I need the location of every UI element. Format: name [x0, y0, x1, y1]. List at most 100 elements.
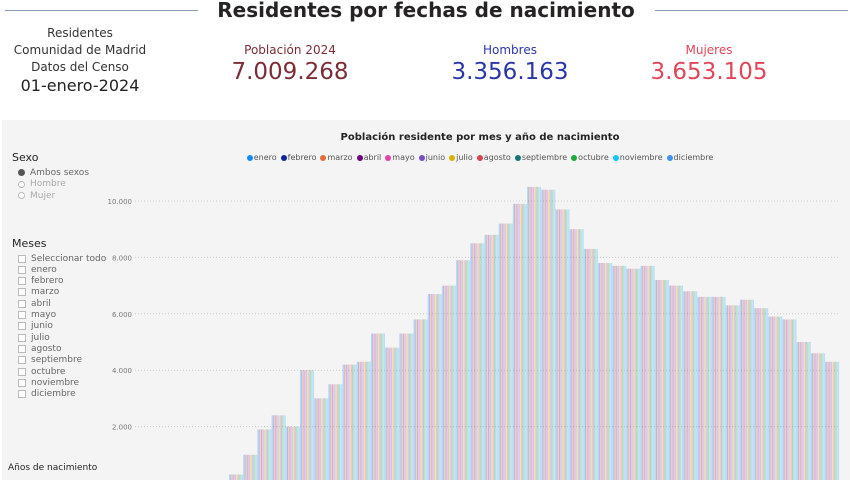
bar-diciembre[interactable] — [327, 398, 329, 480]
bar-junio[interactable] — [774, 316, 776, 480]
bar-abril[interactable] — [615, 265, 617, 480]
bar-marzo[interactable] — [543, 189, 545, 480]
bar-agosto[interactable] — [450, 285, 452, 480]
bar-marzo[interactable] — [401, 333, 403, 480]
bar-marzo[interactable] — [756, 308, 758, 480]
bar-julio[interactable] — [832, 361, 834, 480]
bar-abril[interactable] — [346, 364, 348, 480]
bar-enero[interactable] — [328, 384, 330, 480]
bar-marzo[interactable] — [671, 285, 673, 480]
bar-marzo[interactable] — [359, 361, 361, 480]
bar-agosto[interactable] — [379, 333, 381, 480]
bar-marzo[interactable] — [444, 285, 446, 480]
bar-septiembre[interactable] — [692, 291, 694, 480]
radio-icon[interactable] — [18, 169, 25, 176]
bar-junio[interactable] — [689, 291, 691, 480]
month-option[interactable]: diciembre — [18, 389, 76, 400]
bar-noviembre[interactable] — [694, 291, 697, 480]
bar-noviembre[interactable] — [510, 223, 512, 480]
bar-septiembre[interactable] — [536, 186, 538, 480]
month-option[interactable]: abril — [18, 298, 51, 309]
bar-diciembre[interactable] — [781, 316, 783, 480]
bar-agosto[interactable] — [819, 353, 821, 480]
bar-septiembre[interactable] — [664, 279, 666, 480]
legend-item[interactable]: diciembre — [666, 153, 713, 162]
bar-enero[interactable] — [583, 248, 585, 480]
bar-octubre[interactable] — [580, 229, 582, 480]
bar-octubre[interactable] — [637, 268, 639, 480]
bar-septiembre[interactable] — [337, 384, 339, 480]
bar-noviembre[interactable] — [680, 285, 682, 480]
bar-marzo[interactable] — [770, 316, 772, 480]
bar-febrero[interactable] — [443, 285, 445, 480]
bar-marzo[interactable] — [799, 342, 801, 480]
bar-junio[interactable] — [348, 364, 350, 480]
bar-diciembre[interactable] — [525, 203, 527, 480]
bar-agosto[interactable] — [407, 333, 409, 480]
bar-diciembre[interactable] — [511, 223, 513, 480]
bar-julio[interactable] — [661, 279, 663, 480]
bar-abril[interactable] — [587, 248, 589, 480]
bar-diciembre[interactable] — [398, 347, 400, 480]
bar-agosto[interactable] — [237, 474, 239, 480]
bar-julio[interactable] — [335, 384, 337, 480]
bar-julio[interactable] — [690, 291, 692, 480]
checkbox-icon[interactable] — [18, 378, 26, 387]
bar-enero[interactable] — [654, 279, 656, 480]
bar-mayo[interactable] — [233, 474, 235, 480]
bar-abril[interactable] — [743, 299, 745, 480]
bar-abril[interactable] — [317, 398, 319, 480]
bar-febrero[interactable] — [755, 308, 757, 480]
legend-item[interactable]: marzo — [320, 153, 353, 162]
bar-octubre[interactable] — [537, 186, 539, 480]
bar-octubre[interactable] — [523, 203, 525, 480]
bar-mayo[interactable] — [687, 291, 689, 480]
bar-febrero[interactable] — [258, 429, 260, 480]
bar-julio[interactable] — [463, 260, 465, 480]
month-option[interactable]: marzo — [18, 287, 59, 298]
bar-enero[interactable] — [555, 209, 557, 480]
bar-junio[interactable] — [830, 361, 833, 480]
bar-agosto[interactable] — [691, 291, 693, 480]
bar-agosto[interactable] — [833, 361, 835, 480]
bar-agosto[interactable] — [648, 265, 650, 480]
bar-diciembre[interactable] — [568, 209, 570, 480]
bar-octubre[interactable] — [807, 342, 809, 480]
bar-octubre[interactable] — [268, 429, 270, 480]
bar-enero[interactable] — [271, 415, 273, 480]
bar-septiembre[interactable] — [834, 361, 836, 480]
bar-julio[interactable] — [505, 223, 507, 480]
bar-febrero[interactable] — [783, 319, 785, 480]
bar-diciembre[interactable] — [767, 308, 769, 480]
bar-agosto[interactable] — [549, 189, 551, 480]
bar-septiembre[interactable] — [394, 347, 396, 480]
bar-febrero[interactable] — [457, 260, 459, 480]
bar-enero[interactable] — [314, 398, 316, 480]
bar-septiembre[interactable] — [720, 296, 723, 480]
bar-mayo[interactable] — [262, 429, 264, 480]
bar-mayo[interactable] — [247, 454, 250, 480]
bar-febrero[interactable] — [400, 333, 402, 480]
bar-diciembre[interactable] — [738, 305, 740, 480]
checkbox-icon[interactable] — [18, 356, 26, 365]
month-option[interactable]: septiembre — [18, 355, 82, 366]
month-option[interactable]: mayo — [18, 310, 56, 321]
bar-septiembre[interactable] — [550, 189, 552, 480]
bar-octubre[interactable] — [551, 189, 553, 480]
bar-julio[interactable] — [704, 296, 706, 480]
bar-agosto[interactable] — [776, 316, 778, 480]
bar-diciembre[interactable] — [667, 279, 669, 480]
bar-octubre[interactable] — [495, 234, 497, 480]
bar-diciembre[interactable] — [469, 260, 471, 480]
bar-septiembre[interactable] — [635, 268, 637, 480]
bar-abril[interactable] — [289, 426, 291, 480]
bar-julio[interactable] — [236, 474, 238, 480]
bar-septiembre[interactable] — [451, 285, 453, 480]
bar-julio[interactable] — [278, 415, 280, 480]
bar-enero[interactable] — [285, 426, 287, 480]
bar-marzo[interactable] — [713, 296, 715, 480]
bar-agosto[interactable] — [563, 209, 565, 480]
bar-agosto[interactable] — [322, 398, 324, 480]
bar-septiembre[interactable] — [508, 223, 510, 480]
bar-noviembre[interactable] — [624, 265, 626, 480]
